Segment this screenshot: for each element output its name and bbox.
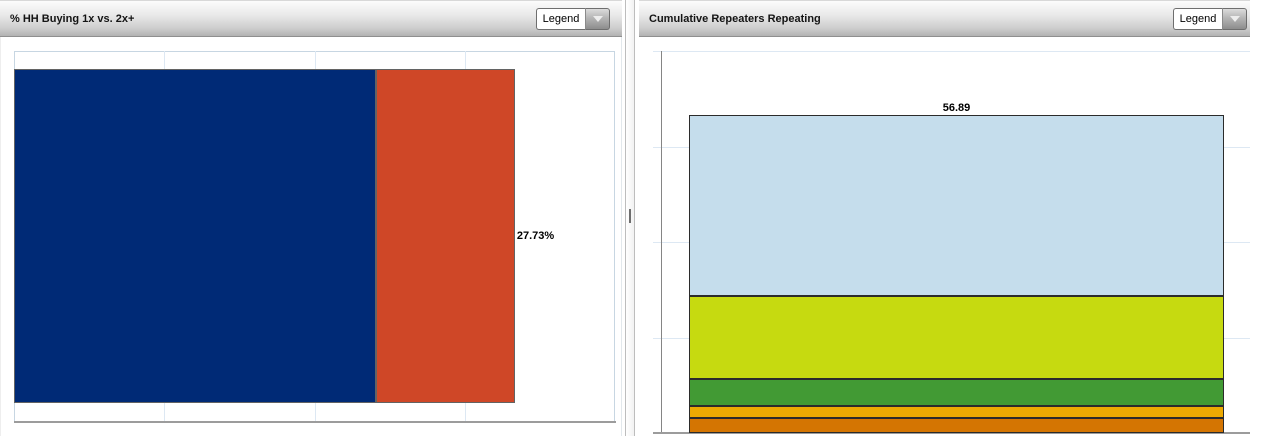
bar-segment-2[interactable] [689, 378, 1224, 406]
bar-segment-0[interactable] [689, 114, 1224, 296]
bar-segment-4[interactable] [689, 417, 1224, 433]
chevron-down-icon[interactable] [1223, 8, 1247, 30]
bar-value-label: 27.73% [516, 230, 555, 242]
panel-cumulative-repeaters: Cumulative Repeaters Repeating Legend 4.… [639, 0, 1250, 436]
left-legend-button-label[interactable]: Legend [536, 8, 586, 30]
y-axis-line [661, 51, 662, 433]
triangle-down-glyph [592, 16, 603, 22]
bar-segment-0[interactable] [14, 69, 376, 403]
splitter-bar[interactable] [625, 0, 635, 436]
bar-value-label: 56.89 [942, 101, 971, 114]
right-chart-plot-area: 4.853.778.4626.0256.89 [639, 37, 1250, 436]
left-chart-plot-area: 72.27%27.73% [0, 37, 622, 436]
chevron-down-icon[interactable] [586, 8, 610, 30]
bar-segment-3[interactable] [689, 405, 1224, 418]
x-axis-line [653, 432, 1250, 434]
x-axis-line [14, 421, 616, 423]
panel-splitter[interactable] [622, 0, 639, 436]
left-legend-dropdown[interactable]: Legend [536, 8, 610, 30]
bar-segment-1[interactable] [375, 69, 515, 403]
right-legend-button-label[interactable]: Legend [1173, 8, 1223, 30]
right-legend-dropdown[interactable]: Legend [1173, 8, 1247, 30]
triangle-down-glyph [1229, 16, 1240, 22]
gridline-horizontal [653, 51, 1250, 52]
left-chart-title: % HH Buying 1x vs. 2x+ [10, 12, 135, 25]
left-panel-header: % HH Buying 1x vs. 2x+ Legend [0, 0, 622, 37]
right-panel-header: Cumulative Repeaters Repeating Legend [639, 0, 1250, 37]
bar-segment-1[interactable] [689, 295, 1224, 379]
splitter-drag-handle-icon[interactable] [629, 209, 631, 223]
panel-hh-buying: % HH Buying 1x vs. 2x+ Legend 72.27%27.7… [0, 0, 622, 436]
right-chart-title: Cumulative Repeaters Repeating [649, 12, 821, 25]
